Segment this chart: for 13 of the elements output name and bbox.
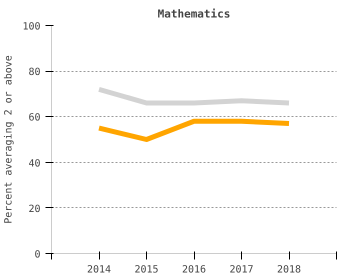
- y-tick-label: 60: [28, 112, 41, 124]
- x-tick-label: 2018: [276, 264, 302, 275]
- x-tick-label: 2015: [134, 264, 159, 275]
- y-tick-label: 0: [34, 250, 41, 260]
- y-tick-label: 20: [28, 204, 41, 215]
- y-tick-label: 100: [22, 22, 40, 32]
- y-tick-label: 80: [28, 67, 41, 78]
- x-tick-label: 2016: [182, 264, 206, 275]
- y-tick-label: 40: [28, 158, 41, 170]
- x-tick-label: 2014: [86, 264, 112, 275]
- x-tick-label: 2017: [229, 264, 254, 275]
- chart-title: Mathematics: [158, 8, 230, 20]
- y-axis-title: Percent averaging 2 or above: [3, 55, 14, 224]
